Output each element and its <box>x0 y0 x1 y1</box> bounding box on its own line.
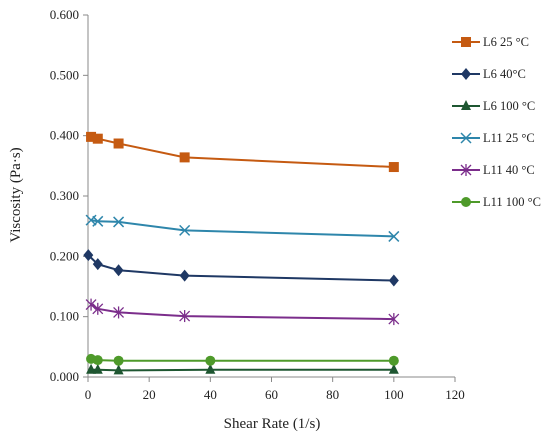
data-point <box>388 363 399 374</box>
data-point <box>388 355 399 366</box>
data-point <box>113 306 125 319</box>
x-tick-label: 40 <box>204 387 217 402</box>
data-point <box>179 310 191 323</box>
data-point <box>86 131 97 142</box>
data-point <box>92 133 103 144</box>
data-point <box>113 216 125 228</box>
series-6 <box>86 353 399 366</box>
x-tick-label: 100 <box>384 387 404 402</box>
data-point <box>113 355 124 366</box>
data-point <box>388 274 399 287</box>
legend-entry: L11 25 °C <box>452 131 535 145</box>
legend-label: L6 100 °C <box>483 99 535 113</box>
series-layer <box>83 131 400 375</box>
data-point <box>205 363 216 374</box>
series-5 <box>85 298 400 326</box>
data-point <box>461 197 471 207</box>
legend-entry: L6 40°C <box>452 67 526 81</box>
series-line <box>90 303 394 321</box>
y-tick-label: 0.600 <box>50 7 79 22</box>
legend-entry: L11 40 °C <box>452 163 535 177</box>
data-point <box>388 162 399 173</box>
series-line <box>90 219 394 238</box>
data-point <box>92 258 103 271</box>
data-point <box>92 355 103 366</box>
data-point <box>86 363 97 374</box>
data-point <box>205 355 216 366</box>
data-point-stroke <box>92 215 104 227</box>
legend-label: L6 25 °C <box>483 35 529 49</box>
x-tick-label: 120 <box>445 387 465 402</box>
series-4 <box>85 214 400 242</box>
data-point <box>179 152 190 163</box>
data-point <box>85 298 97 311</box>
x-tick-label: 20 <box>143 387 156 402</box>
data-point <box>461 37 471 47</box>
data-point <box>83 249 94 262</box>
x-tick-label: 80 <box>326 387 339 402</box>
legend-entry: L6 100 °C <box>452 99 535 113</box>
series-line <box>91 368 394 372</box>
legend-label: L11 25 °C <box>483 131 535 145</box>
y-tick-label: 0.000 <box>50 369 79 384</box>
series-line <box>87 254 394 282</box>
data-point <box>92 302 104 315</box>
y-axis-label: Viscosity (Pa·s) <box>8 147 24 242</box>
legend-label: L6 40°C <box>483 67 526 81</box>
data-point <box>113 264 124 277</box>
legend-entry: L11 100 °C <box>452 195 541 209</box>
series-2 <box>83 249 399 287</box>
data-point-stroke <box>388 230 400 242</box>
data-point <box>461 100 471 110</box>
data-point <box>113 138 124 149</box>
legend-label: L11 100 °C <box>483 195 541 209</box>
data-point <box>461 68 471 80</box>
x-axis-label: Shear Rate (1/s) <box>224 416 321 432</box>
data-point <box>460 164 472 176</box>
data-point <box>85 214 97 226</box>
series-line <box>90 357 394 362</box>
data-point <box>179 269 190 282</box>
data-point <box>460 132 472 144</box>
series-line <box>90 135 394 168</box>
series-1 <box>86 131 399 173</box>
data-point <box>388 313 400 326</box>
data-point <box>92 363 103 374</box>
legend-entry: L6 25 °C <box>452 35 529 49</box>
data-point-stroke <box>460 132 472 144</box>
axes: 0.000 0.100 0.200 0.300 0.400 0.500 0.600 0 20 40… <box>50 7 465 402</box>
y-tick-label: 0.200 <box>50 248 79 263</box>
data-point-stroke <box>113 216 125 228</box>
y-tick-label: 0.100 <box>50 309 79 324</box>
data-point <box>113 364 124 375</box>
series-3 <box>86 363 399 375</box>
x-tick-label: 60 <box>265 387 278 402</box>
data-point <box>179 224 191 236</box>
data-point-stroke <box>179 224 191 236</box>
y-tick-label: 0.300 <box>50 188 79 203</box>
data-point <box>388 230 400 242</box>
x-tick-label: 0 <box>85 387 92 402</box>
legend: L6 25 °C L6 40°C L6 100 °C L11 25 °C L11 40 … <box>452 35 541 209</box>
legend-label: L11 40 °C <box>483 163 535 177</box>
data-point <box>92 215 104 227</box>
data-point-stroke <box>85 214 97 226</box>
y-tick-label: 0.400 <box>50 128 79 143</box>
y-tick-label: 0.500 <box>50 67 79 82</box>
